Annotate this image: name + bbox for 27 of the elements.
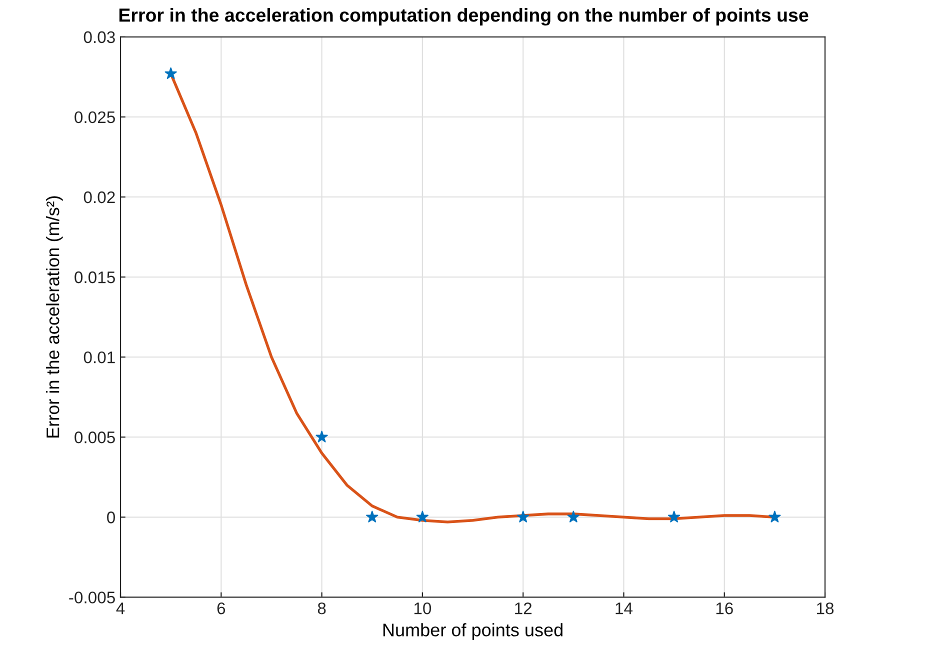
point: [668, 510, 680, 522]
x-tick-label: 14: [616, 602, 633, 614]
y-axis-title: Error in the acceleration (m/s²): [46, 196, 63, 438]
x-tick-label: 10: [414, 602, 432, 614]
point: [164, 67, 177, 79]
x-tick-label: 6: [217, 602, 226, 614]
y-tick-label: 0.02: [84, 191, 115, 204]
x-tick-label: 8: [318, 602, 326, 614]
chart-title: Error in the acceleration computation depending on the number of points use: [119, 8, 808, 26]
x-tick-label: 18: [817, 602, 834, 614]
y-tick-label: 0: [107, 512, 115, 524]
point: [366, 510, 378, 522]
point: [517, 510, 530, 522]
x-tick-label: 16: [716, 602, 733, 614]
point: [316, 430, 328, 442]
x-tick-label: 4: [116, 602, 125, 614]
y-tick-label: -0.005: [69, 592, 115, 604]
x-tick-label: 12: [515, 602, 532, 614]
y-tick-label: 0.015: [74, 271, 115, 284]
y-tick-label: 0.005: [74, 432, 115, 444]
y-tick-label: 0.03: [84, 31, 115, 44]
point: [416, 510, 429, 522]
y-tick-label: 0.01: [84, 351, 115, 364]
point: [768, 510, 781, 522]
x-axis-title: Number of points used: [383, 623, 562, 640]
point: [567, 510, 580, 522]
y-tick-label: 0.025: [74, 111, 115, 124]
